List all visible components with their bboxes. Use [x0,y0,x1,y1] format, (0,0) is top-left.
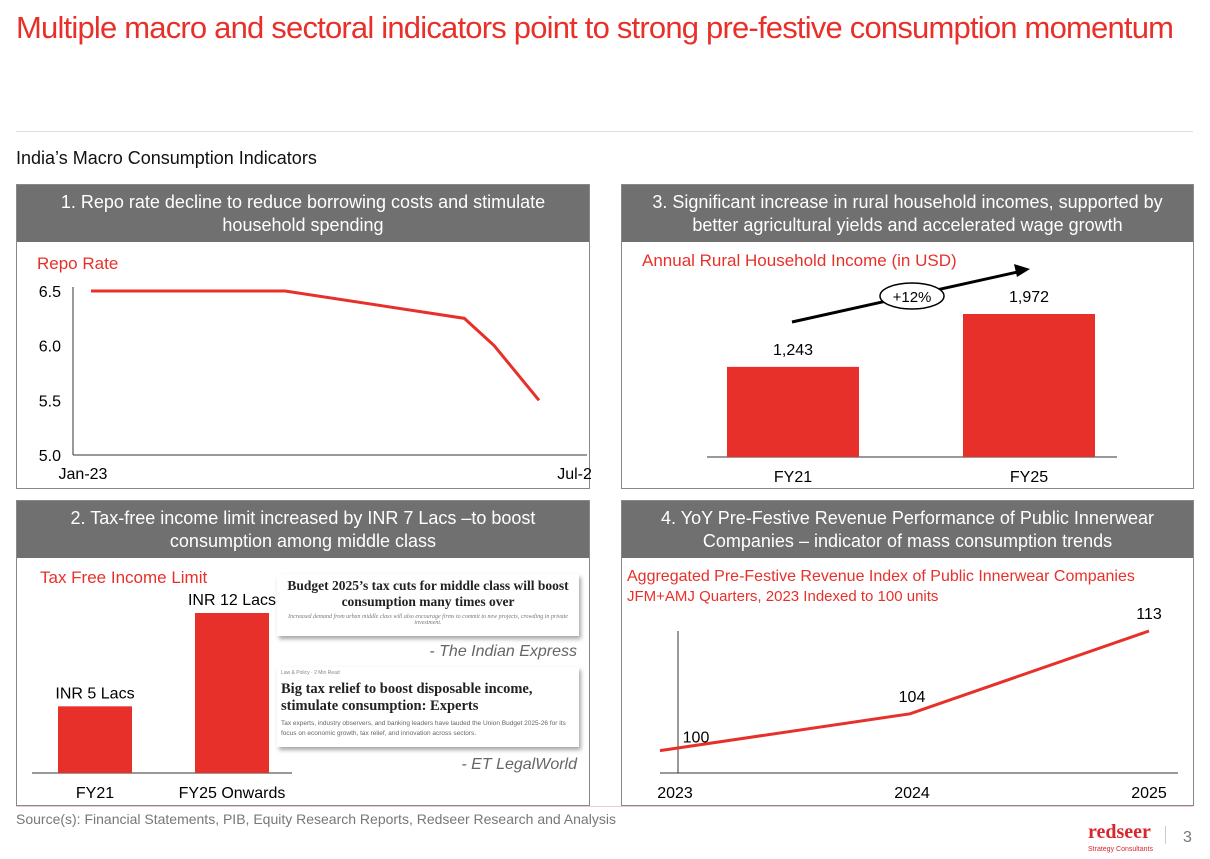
growth-label: +12% [893,289,932,306]
chart-label: Repo Rate [37,254,119,273]
bar [963,314,1095,457]
y-tick-label: 5.0 [39,448,61,465]
y-tick-label: 6.0 [39,339,61,356]
logo-subtext: Strategy Consultants [1088,846,1153,853]
panel-header: 4. YoY Pre-Festive Revenue Performance o… [622,501,1193,558]
chart-label: Tax Free Income Limit [40,568,208,587]
y-tick-label: 6.5 [39,284,61,301]
divider [16,131,1193,132]
y-tick-label: 5.5 [39,393,61,410]
panel-header: 1. Repo rate decline to reduce borrowing… [17,185,589,242]
bar [727,366,859,457]
logo-text: redseer [1088,821,1151,843]
news-clipping-indian-express: Budget 2025’s tax cuts for middle class … [277,574,579,636]
panel-tax-free-limit: 2. Tax-free income limit increased by IN… [16,500,590,806]
divider [16,806,1193,807]
x-tick-label: Jan-23 [59,466,108,483]
clipping-deck: Increased demand from urban middle class… [288,614,568,626]
data-label: INR 12 Lacs [188,592,276,609]
section-title: India’s Macro Consumption Indicators [16,148,317,168]
chart-label: Aggregated Pre-Festive Revenue Index of … [627,568,1135,585]
clipping-headline: Budget 2025’s tax cuts for middle class … [287,578,569,609]
data-label: INR 5 Lacs [55,685,134,702]
data-label: 100 [683,730,710,747]
index-line [659,629,1150,753]
redseer-logo: redseer Strategy Consultants [1088,821,1153,859]
page-number: 3 [1183,829,1192,846]
clipping-source: - The Indian Express [429,643,577,660]
news-clipping-et-legalworld: Law & Policy · 2 Min Read Big tax relief… [277,667,579,747]
growth-badge [879,282,945,310]
x-tick-label: FY21 [76,785,114,802]
clipping-headline: Big tax relief to boost disposable incom… [281,681,533,714]
panel-header: 3. Significant increase in rural househo… [622,185,1193,242]
chart-sublabel: JFM+AMJ Quarters, 2023 Indexed to 100 un… [627,588,939,605]
repo-rate-line [91,289,541,402]
source-note: Source(s): Financial Statements, PIB, Eq… [16,811,616,827]
panel-header: 2. Tax-free income limit increased by IN… [17,501,589,558]
panel-innerwear-revenue: 4. YoY Pre-Festive Revenue Performance o… [621,500,1194,806]
x-tick-label: 2025 [1131,785,1167,802]
divider [1165,826,1166,844]
bar [58,706,132,773]
arrowhead-icon [1014,264,1030,277]
data-label: 1,243 [773,342,813,359]
clipping-deck: Tax experts, industry observers, and ban… [281,720,566,737]
data-label: 113 [1136,606,1162,623]
x-tick-label: FY21 [774,469,812,486]
x-tick-label: 2023 [657,785,693,802]
x-tick-label: Jul-25 [557,466,591,483]
x-tick-label: FY25 [1010,469,1048,486]
bar [195,613,269,773]
chart-label: Annual Rural Household Income (in USD) [642,251,957,270]
rural-income-chart: 1,243 FY21 1,972 FY25 +12% [707,264,1117,486]
data-label: 104 [899,689,926,706]
clipping-source: - ET LegalWorld [461,756,577,773]
clipping-kicker: Law & Policy · 2 Min Read [281,670,340,676]
data-label: 1,972 [1009,289,1049,306]
x-tick-label: FY25 Onwards [179,785,286,802]
tax-limit-chart: INR 5 Lacs FY21 INR 12 Lacs FY25 Onwards [32,592,292,802]
panel-repo-rate: 1. Repo rate decline to reduce borrowing… [16,184,591,489]
x-tick-label: 2024 [894,785,930,802]
innerwear-index-chart: 100 104 113 2023 2024 2025 [657,606,1178,802]
page-title: Multiple macro and sectoral indicators p… [16,10,1174,45]
panel-rural-income: 3. Significant increase in rural househo… [621,184,1194,489]
